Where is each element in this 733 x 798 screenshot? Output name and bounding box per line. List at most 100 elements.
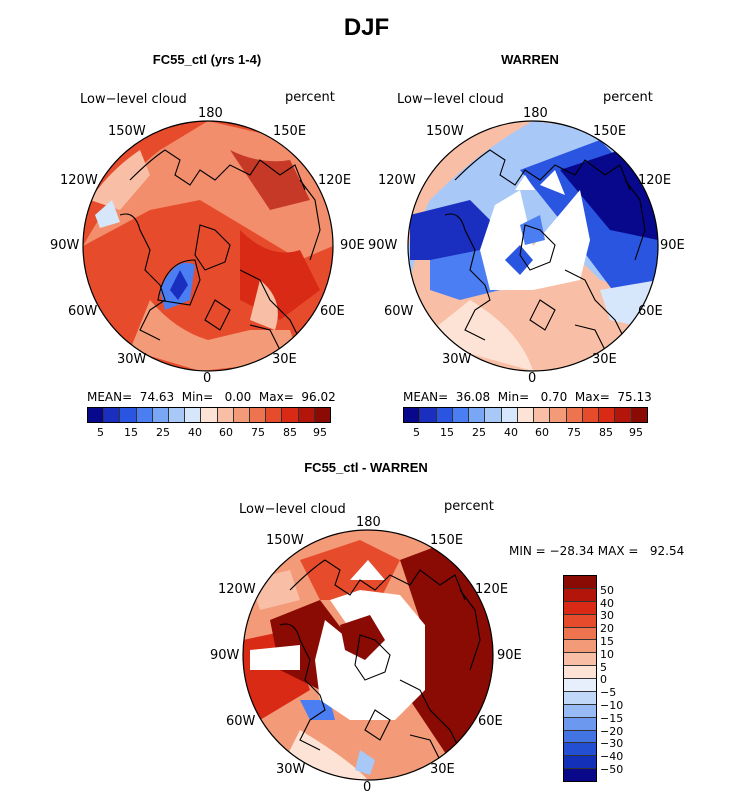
diff-coastlines (279, 559, 481, 761)
colorbar-swatch (420, 408, 437, 422)
colorbar-swatch (152, 408, 170, 422)
colorbar-swatch (631, 408, 647, 422)
colorbar-swatch (564, 640, 596, 654)
colorbar-swatch (564, 627, 596, 641)
colorbar-swatch (615, 408, 632, 422)
right-map-border (407, 120, 659, 372)
colorbar-swatch (436, 408, 453, 422)
colorbar-swatch (169, 408, 186, 422)
diff-lon-180: 180 (356, 515, 381, 530)
colorbar-swatch (564, 717, 596, 731)
right-cb-label: 85 (599, 426, 613, 439)
diff-cb-label: −40 (600, 750, 624, 763)
colorbar-swatch (104, 408, 121, 422)
diff-lon-60w: 60W (226, 714, 256, 729)
left-cb-label: 25 (156, 426, 170, 439)
right-cb-label: 25 (472, 426, 486, 439)
right-coastlines (444, 149, 646, 351)
left-colorbar (87, 407, 331, 423)
diff-cb-label: −10 (600, 699, 624, 712)
colorbar-swatch (564, 588, 596, 602)
right-cb-label: 40 (504, 426, 518, 439)
colorbar-swatch (217, 408, 234, 422)
colorbar-swatch (582, 408, 600, 422)
left-lon-120w: 120W (60, 173, 98, 188)
right-stats: MEAN= 36.08 Min= 0.70 Max= 75.13 (403, 390, 652, 404)
diff-cb-label: 5 (600, 661, 607, 674)
left-cb-label: 40 (188, 426, 202, 439)
diff-cb-label: −50 (600, 763, 624, 776)
colorbar-swatch (136, 408, 153, 422)
right-lon-0: 0 (528, 371, 537, 386)
diff-lon-30e: 30E (430, 762, 455, 777)
diff-variable-label: Low−level cloud (239, 502, 346, 517)
left-map-border (82, 120, 334, 372)
diff-lon-150e: 150E (430, 533, 464, 548)
left-cb-label: 15 (124, 426, 138, 439)
colorbar-swatch (485, 408, 502, 422)
right-cb-label: 60 (535, 426, 549, 439)
diff-lon-120w: 120W (218, 582, 256, 597)
diff-lon-0: 0 (363, 780, 372, 795)
diff-cb-label: −5 (600, 686, 617, 699)
right-cb-label: 75 (567, 426, 581, 439)
colorbar-swatch (564, 730, 596, 744)
colorbar-swatch (564, 704, 596, 718)
colorbar-swatch (314, 408, 331, 422)
colorbar-swatch (550, 408, 567, 422)
colorbar-swatch (88, 408, 105, 422)
colorbar-swatch (564, 691, 596, 705)
colorbar-swatch (233, 408, 251, 422)
right-lon-90w: 90W (368, 238, 398, 253)
diff-lon-150w: 150W (266, 533, 304, 548)
right-units-label: percent (603, 90, 653, 105)
left-coastlines (119, 149, 321, 351)
left-cb-label: 5 (97, 426, 104, 439)
colorbar-swatch (564, 576, 596, 589)
diff-panel-title: FC55_ctl - WARREN (304, 460, 428, 475)
right-cb-label: 15 (440, 426, 454, 439)
right-lon-90e: 90E (660, 238, 685, 253)
right-lon-120w: 120W (378, 173, 416, 188)
left-stats: MEAN= 74.63 Min= 0.00 Max= 96.02 (87, 390, 336, 404)
diff-stats: MIN = −28.34 MAX = 92.54 (509, 544, 685, 558)
diff-map-border (242, 529, 494, 781)
right-colorbar (403, 407, 648, 423)
left-cb-label: 85 (283, 426, 297, 439)
colorbar-swatch (564, 653, 596, 667)
colorbar-swatch (534, 408, 551, 422)
colorbar-swatch (185, 408, 202, 422)
left-polar-map (83, 121, 333, 371)
colorbar-swatch (298, 408, 315, 422)
diff-lon-90w: 90W (210, 648, 240, 663)
right-lon-30e: 30E (592, 352, 617, 367)
left-cb-label: 60 (219, 426, 233, 439)
left-lon-60e: 60E (320, 304, 345, 319)
left-lon-0: 0 (203, 371, 212, 386)
left-lon-30e: 30E (272, 352, 297, 367)
figure-title: DJF (343, 14, 390, 41)
left-lon-90w: 90W (50, 238, 80, 253)
diff-cb-label: −30 (600, 737, 624, 750)
diff-cb-label: 40 (600, 597, 614, 610)
right-variable-label: Low−level cloud (397, 92, 504, 107)
diff-colorbar (563, 575, 597, 782)
diff-lon-60e: 60E (478, 714, 503, 729)
right-lon-150w: 150W (426, 124, 464, 139)
left-lon-150w: 150W (108, 124, 146, 139)
left-lon-30w: 30W (117, 352, 147, 367)
right-lon-150e: 150E (593, 124, 627, 139)
right-lon-120e: 120E (638, 173, 672, 188)
diff-lon-30w: 30W (276, 762, 306, 777)
colorbar-swatch (566, 408, 583, 422)
colorbar-swatch (564, 743, 596, 757)
right-cb-label: 5 (413, 426, 420, 439)
colorbar-swatch (564, 769, 596, 781)
colorbar-swatch (517, 408, 535, 422)
diff-cb-label: 10 (600, 648, 614, 661)
colorbar-swatch (564, 679, 596, 692)
right-cb-label: 95 (629, 426, 643, 439)
colorbar-swatch (564, 666, 596, 679)
right-polar-map (408, 121, 658, 371)
colorbar-swatch (452, 408, 470, 422)
